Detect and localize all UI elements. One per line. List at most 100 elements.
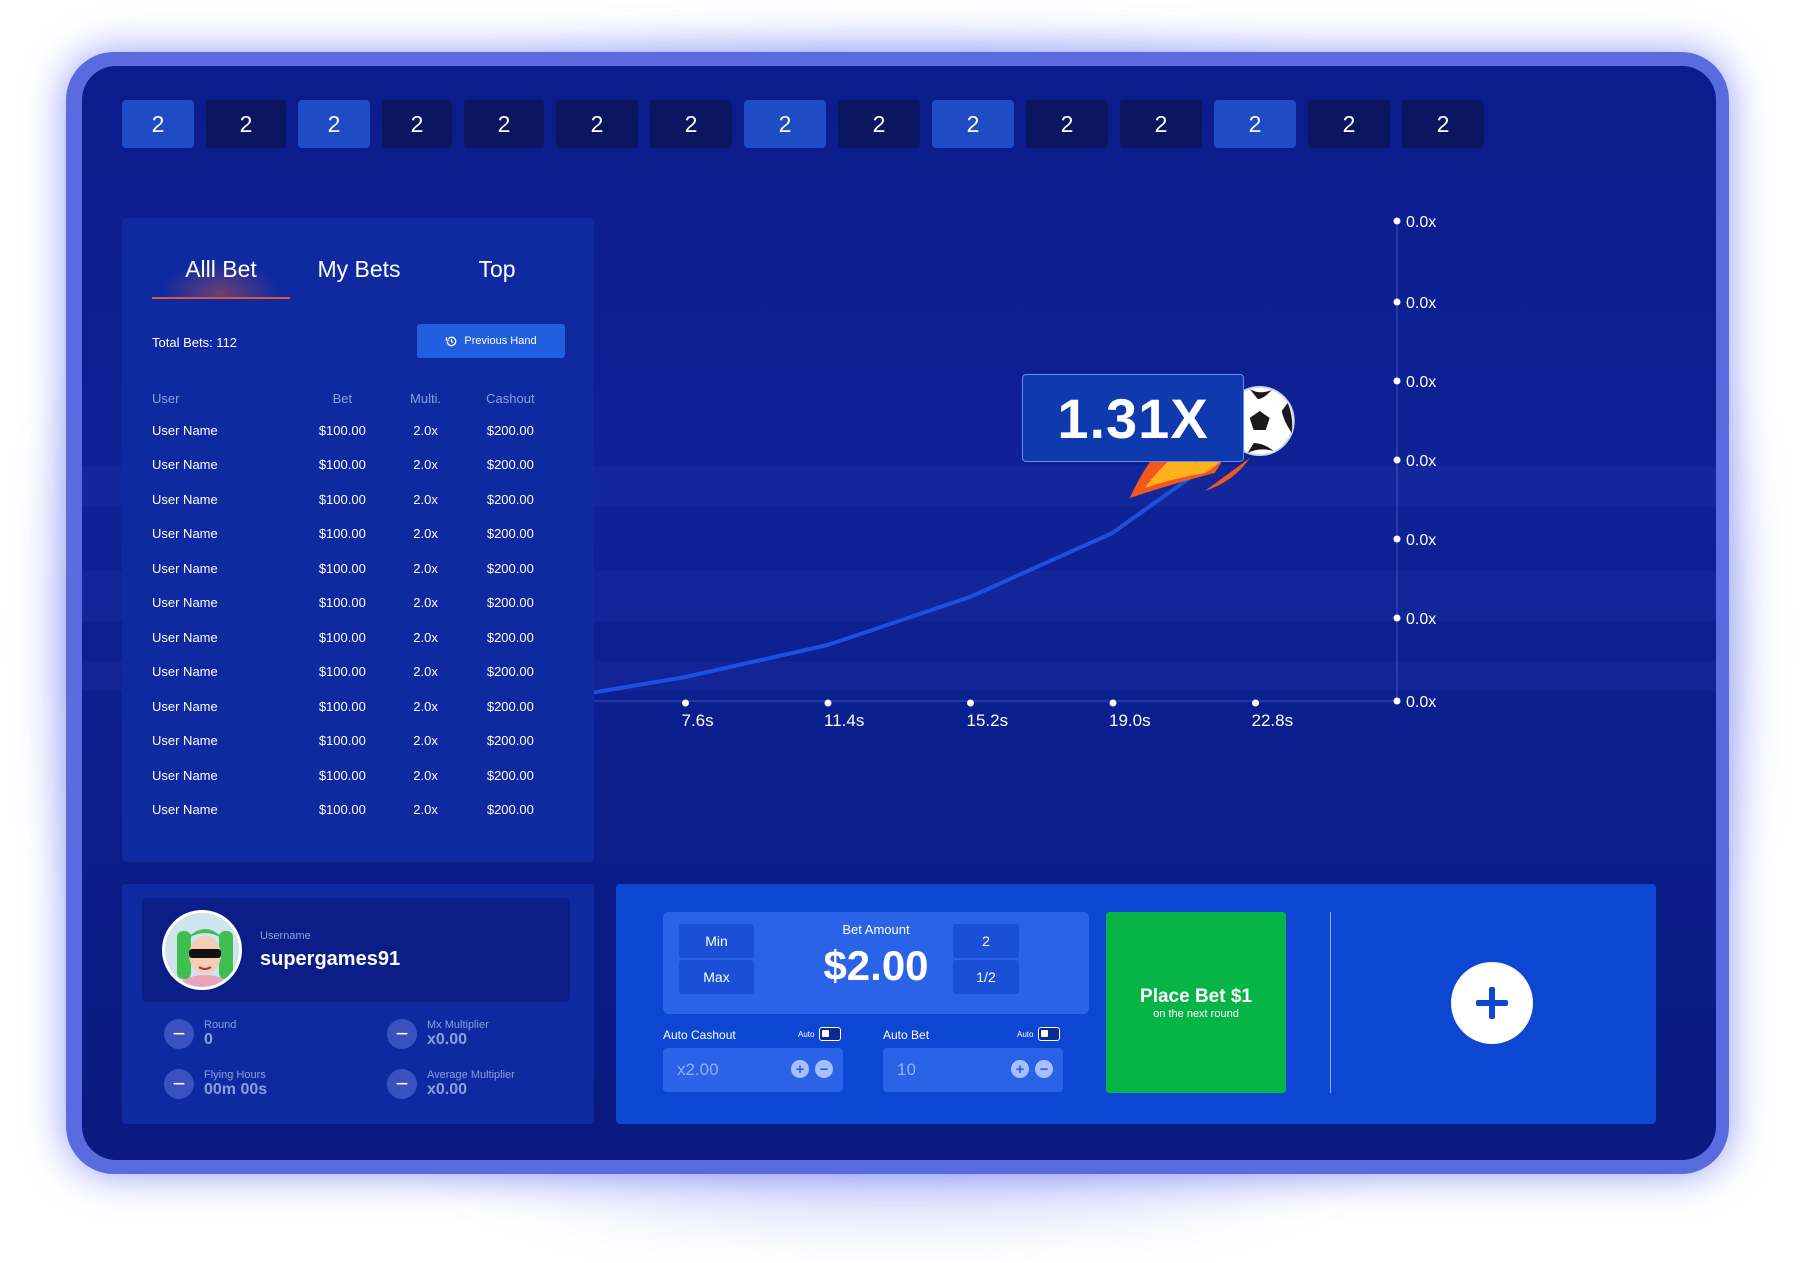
table-row: User Name $100.00 2.0x $200.00 [152,586,562,621]
minus-icon: − [164,1069,194,1099]
table-cell: 2.0x [413,802,438,818]
table-cell: 2.0x [413,560,438,576]
history-chip: 2 [932,100,1014,148]
table-cell: 2.0x [413,491,438,507]
y-tick-dot [1393,377,1401,385]
table-row: User Name $100.00 2.0x $200.00 [152,482,562,517]
table-row: User Name $100.00 2.0x $200.00 [152,551,562,586]
table-cell: $100.00 [318,457,366,473]
column-header: Cashout [486,390,535,406]
table-cell: $100.00 [318,767,366,783]
username-label: Username [260,930,311,942]
history-chip: 2 [122,100,194,148]
y-tick-dot [1393,614,1401,622]
history-chip: 2 [650,100,732,148]
y-tick-label: 0.0x [1406,374,1436,391]
history-chip: 2 [1308,100,1390,148]
table-cell: $200.00 [486,595,534,611]
table-cell: User Name [152,802,218,818]
y-tick-dot [1393,217,1401,225]
x-tick-dot [1252,699,1259,707]
history-chip: 2 [1214,100,1296,148]
table-cell: User Name [152,595,218,611]
bets-panel: Alll Bet My Bets Top Total Bets: 112 Pre… [122,218,594,862]
table-cell: $200.00 [486,491,534,507]
table-cell: User Name [152,698,218,714]
table-row: User Name $100.00 2.0x $200.00 [152,517,562,552]
table-cell: $200.00 [486,560,534,576]
history-chip: 2 [206,100,286,148]
table-cell: $100.00 [318,664,366,680]
table-row: User Name $100.00 2.0x $200.00 [152,655,562,690]
plus-icon[interactable]: + [791,1060,809,1078]
y-tick-label: 0.0x [1406,532,1436,549]
previous-hand-button[interactable]: Previous Hand [417,324,565,358]
auto-cashout-field[interactable]: x2.00 + − [663,1048,843,1092]
table-row: User Name $100.00 2.0x $200.00 [152,689,562,724]
history-chip: 2 [1026,100,1108,148]
table-cell: $100.00 [318,491,366,507]
x-tick-label: 15.2s [967,711,1009,730]
table-header: User Bet Multi. Cashout [152,383,562,413]
plus-icon[interactable]: + [1011,1060,1029,1078]
table-cell: $200.00 [486,664,534,680]
total-bets: Total Bets: 112 [152,335,238,350]
stat-value: 00m 00s [204,1081,268,1098]
table-row: User Name $100.00 2.0x $200.00 [152,758,562,793]
y-tick-dot [1393,697,1401,705]
min-button[interactable]: Min [679,924,754,958]
double-button[interactable]: 2 [953,924,1019,958]
auto-cashout-toggle[interactable] [819,1027,841,1041]
current-multiplier: 1.31X [1022,374,1244,462]
add-bet-button[interactable] [1451,962,1533,1044]
bet-amount-value: $2.00 [823,942,929,989]
table-cell: 2.0x [413,767,438,783]
tab-my-bets[interactable]: My Bets [317,256,401,282]
table-row: User Name $100.00 2.0x $200.00 [152,793,562,828]
table-cell: 2.0x [413,526,438,542]
minus-icon[interactable]: − [1035,1060,1053,1078]
stat-average-multiplier: − Average Multiplier x0.00 [387,1069,515,1099]
table-cell: $100.00 [318,802,366,818]
table-cell: $200.00 [486,629,534,645]
y-tick-dot [1393,535,1401,543]
table-cell: User Name [152,664,218,680]
table-row: User Name $100.00 2.0x $200.00 [152,620,562,655]
table-cell: 2.0x [413,698,438,714]
stat-value: x0.00 [427,1081,468,1098]
x-tick-dot [967,699,974,707]
max-button[interactable]: Max [679,960,754,994]
table-cell: User Name [152,422,218,438]
auto-bet-field[interactable]: 10 + − [883,1048,1063,1092]
y-tick-label: 0.0x [1406,694,1436,711]
tab-top[interactable]: Top [478,256,516,282]
tab-all-bets[interactable]: Alll Bet [152,256,290,299]
auto-bet-toggle[interactable] [1038,1027,1060,1041]
history-chip: 2 [298,100,370,148]
column-header: Bet [332,390,353,406]
history-chip: 2 [744,100,826,148]
previous-hand-label: Previous Hand [464,335,537,347]
place-bet-button[interactable]: Place Bet $1 on the next round [1106,912,1286,1093]
table-cell: User Name [152,457,218,473]
history-chip: 2 [464,100,544,148]
column-header: Multi. [410,390,442,406]
x-tick-label: 7.6s [682,711,714,730]
stat-label: Flying Hours [204,1069,266,1081]
bet-panel: Bet Amount $2.00 Min Max 2 1/2 Auto Cash… [616,884,1656,1124]
history-chip: 2 [838,100,920,148]
table-cell: 2.0x [413,664,438,680]
stat-label: Round [204,1019,237,1031]
table-cell: User Name [152,767,218,783]
table-row: User Name $100.00 2.0x $200.00 [152,413,562,448]
history-icon [446,336,457,346]
half-button[interactable]: 1/2 [953,960,1019,994]
bet-amount-card: Bet Amount $2.00 Min Max 2 1/2 [663,912,1089,1014]
avatar-image [165,913,239,987]
stat-value: x0.00 [427,1031,468,1048]
table-cell: $100.00 [318,733,366,749]
minus-icon[interactable]: − [815,1060,833,1078]
minus-icon: − [164,1019,194,1049]
table-cell: 2.0x [413,629,438,645]
